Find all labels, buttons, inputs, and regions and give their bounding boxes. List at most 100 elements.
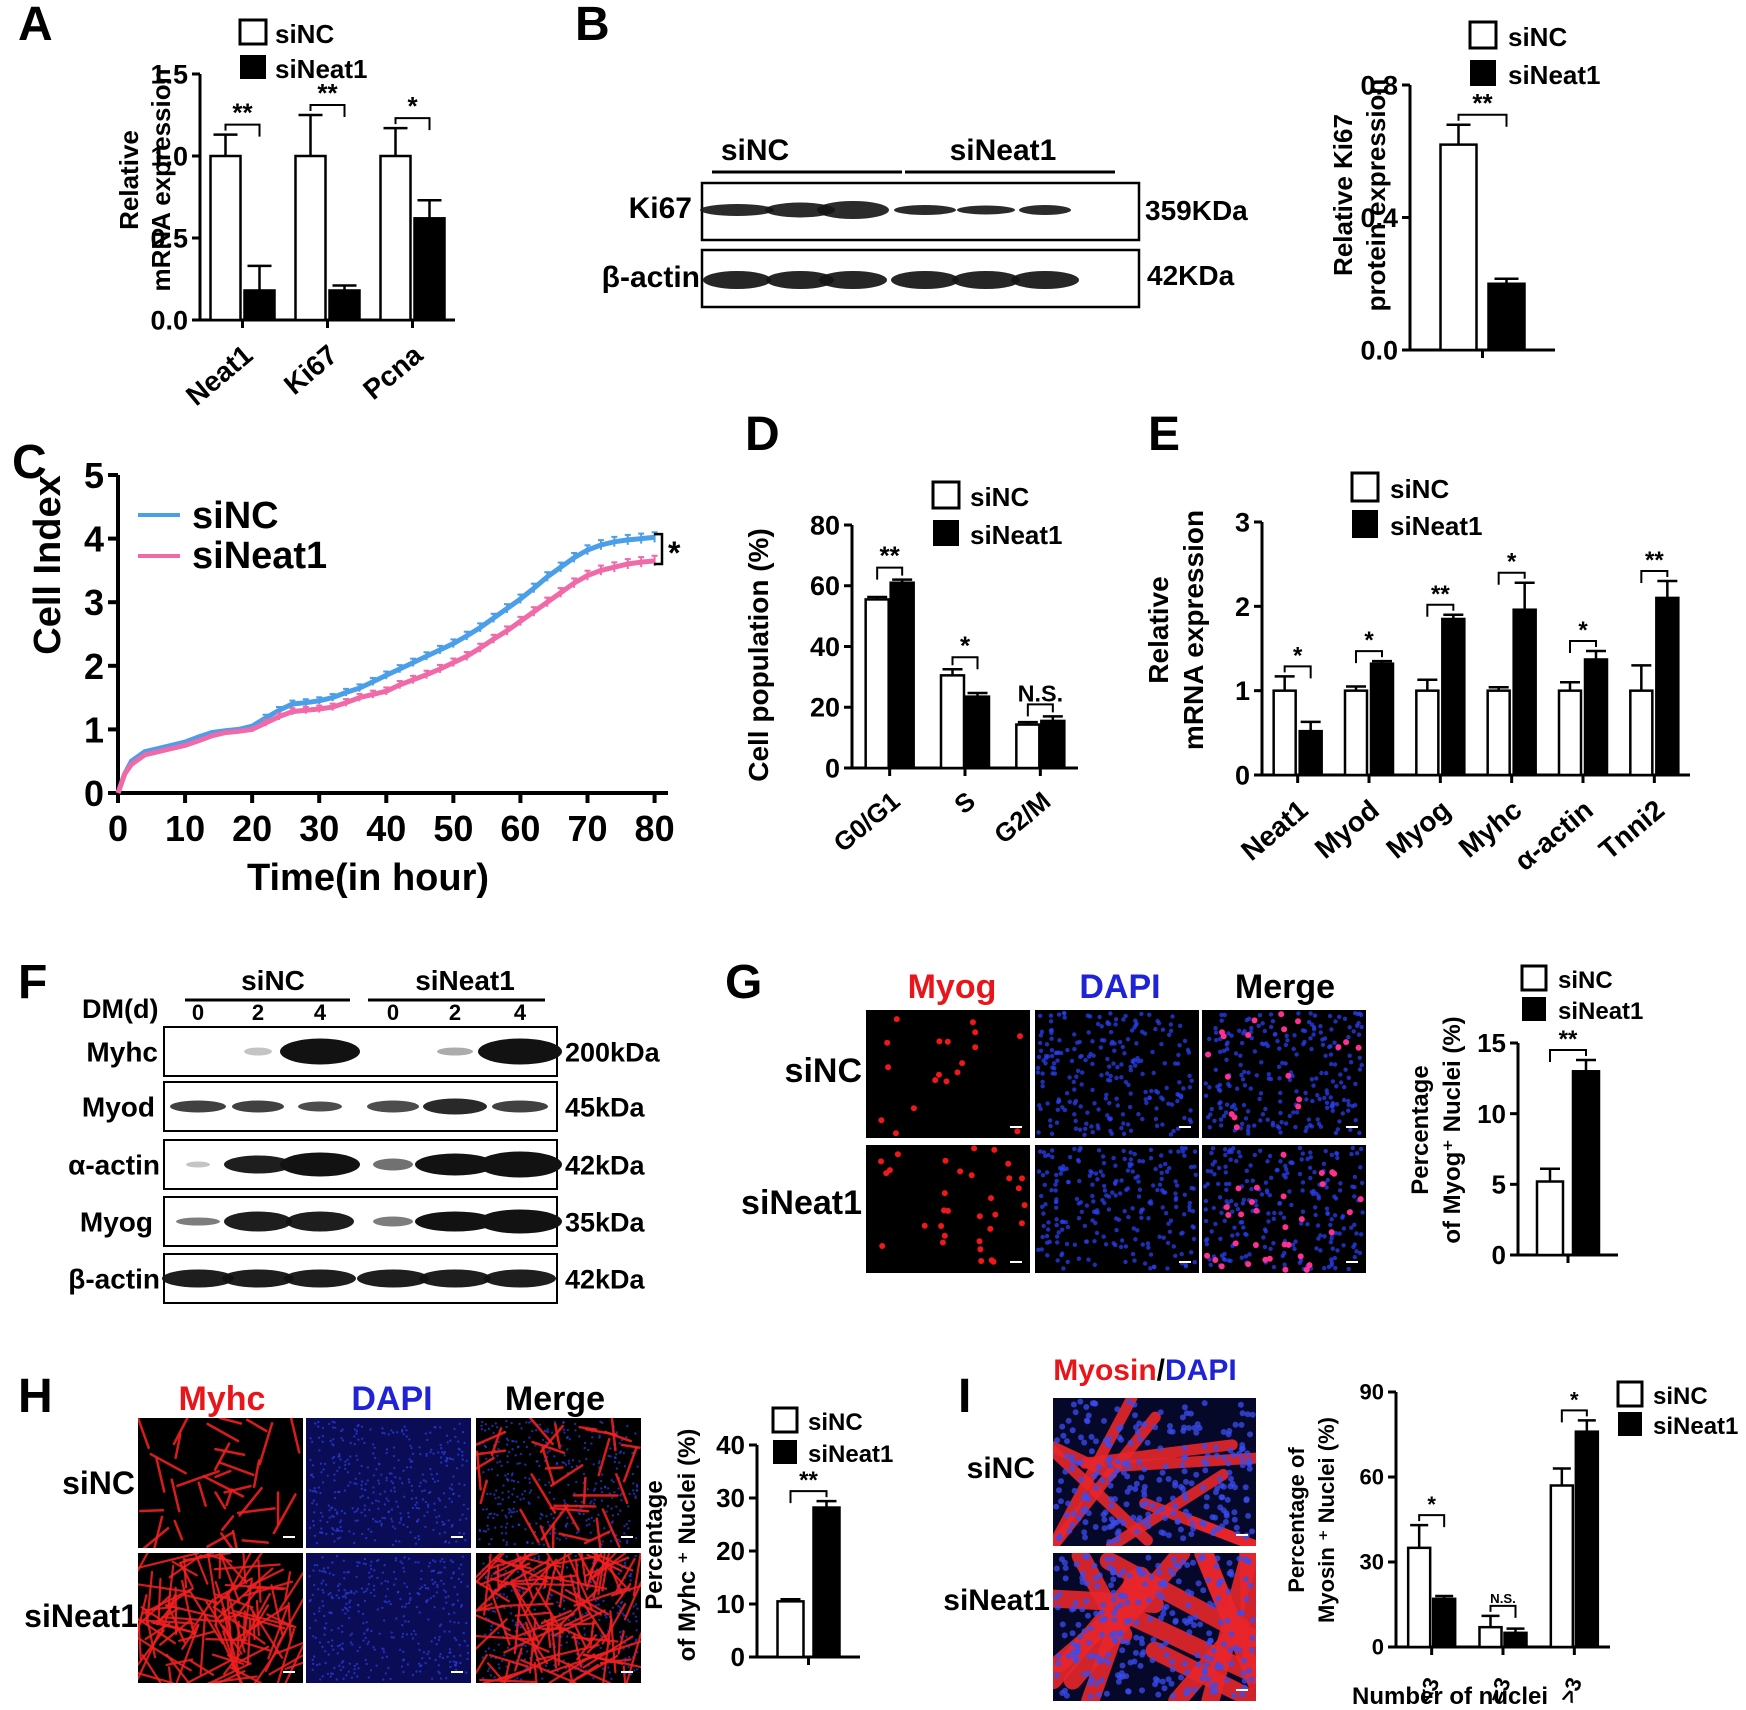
nucleus [1183,1264,1189,1269]
fiber [175,1623,200,1683]
nucleus [1240,1077,1246,1082]
nucleus [1225,1588,1232,1595]
band-ki67 [700,204,774,216]
nucleus [1140,1649,1147,1656]
nucleus [390,1472,393,1475]
nucleus [1350,1145,1356,1151]
nucleus [382,1678,385,1681]
nucleus [462,1503,466,1507]
nucleus [1263,1106,1268,1112]
nucleus [1121,1121,1126,1126]
scale-bar [283,1536,295,1538]
nucleus [1158,1642,1165,1649]
nucleus [1123,1244,1129,1249]
nucleus [1149,1502,1156,1509]
blot-f-row-label: Myod [82,1092,155,1123]
nucleus [418,1587,422,1591]
nucleus [366,1587,369,1591]
nucleus [505,1543,508,1547]
nucleus [555,1537,559,1540]
fiber [601,1508,621,1548]
nucleus [332,1573,335,1577]
band-0-4 [437,1047,473,1056]
nucleus [1265,1190,1270,1195]
nucleus [457,1453,460,1456]
nucleus [1230,1452,1237,1459]
nucleus [387,1510,390,1514]
nucleus [1243,1596,1250,1603]
fiber [214,1447,246,1456]
fiber [142,1588,191,1615]
nucleus [365,1536,368,1540]
nucleus [1357,1250,1363,1256]
nucleus [335,1554,339,1558]
nucleus [482,1529,486,1533]
legend-h-sineat1-swatch [773,1440,797,1464]
nucleus [1208,1656,1214,1662]
nucleus [1221,1048,1227,1054]
nucleus [1142,1261,1148,1266]
nucleus [579,1507,582,1510]
fiber [276,1628,296,1683]
nucleus [403,1570,406,1573]
nucleus [1293,1124,1298,1130]
nucleus [364,1589,368,1593]
nucleus [617,1572,621,1575]
nucleus [1224,1187,1229,1193]
I-bar-sineat1 [1431,1597,1457,1649]
nucleus [405,1435,408,1438]
nucleus [1133,1424,1139,1431]
nucleus [1168,1218,1174,1223]
scale-bar [451,1671,463,1673]
nucleus [1098,1609,1105,1616]
nucleus [1106,1207,1112,1212]
G-ytick-label: 15 [1477,1028,1506,1058]
nucleus [632,1612,635,1615]
nucleus [1173,1179,1178,1184]
nucleus [1134,1429,1141,1435]
nucleus [1054,1222,1059,1228]
band-2-2 [280,1152,360,1177]
nucleus [371,1502,374,1505]
nucleus [1135,1174,1141,1179]
nucleus [1105,1659,1112,1666]
nucleus [601,1421,604,1425]
panel-letter-h: H [18,1370,53,1423]
nucleus [433,1502,436,1505]
nucleus [1190,1559,1196,1566]
nucleus [448,1487,452,1490]
nucleus [1125,1688,1132,1695]
nucleus [382,1650,386,1654]
nucleus [505,1596,509,1599]
nucleus [1098,1617,1105,1624]
clipped-content [878,1016,1023,1137]
nucleus [1223,1164,1228,1169]
nucleus [498,1573,501,1576]
nucleus [1036,1054,1042,1060]
nucleus [1224,1617,1231,1624]
fiber [544,1566,557,1608]
nucleus [603,1527,606,1530]
chart-b: 0.00.40.8** [1360,70,1555,365]
nucleus [513,1500,516,1504]
nucleus [1257,1013,1263,1018]
nucleus [436,1583,439,1587]
nucleus [321,1426,325,1430]
nucleus [1274,1168,1279,1173]
nucleus [1360,1180,1365,1186]
nucleus [1243,1576,1249,1583]
nucleus [449,1620,452,1623]
nucleus [356,1458,359,1462]
fiber [625,1632,641,1683]
nucleus [1285,1038,1290,1043]
nucleus [1172,1482,1179,1489]
nucleus [615,1505,618,1508]
nucleus [1247,1016,1252,1021]
nucleus [1359,1062,1364,1068]
nucleus [495,1489,498,1492]
nucleus [453,1585,456,1589]
nucleus [363,1508,366,1511]
nucleus [1123,1501,1130,1508]
nucleus [587,1448,590,1452]
